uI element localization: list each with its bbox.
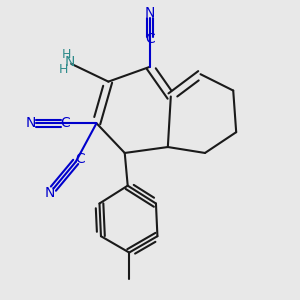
Text: C: C (60, 116, 70, 130)
Text: C: C (75, 152, 85, 166)
Text: N: N (26, 116, 36, 130)
Text: H: H (62, 48, 71, 62)
Text: N: N (64, 55, 75, 69)
Text: N: N (145, 6, 155, 20)
Text: N: N (45, 186, 55, 200)
Text: C: C (145, 32, 155, 46)
Text: H: H (59, 63, 68, 76)
